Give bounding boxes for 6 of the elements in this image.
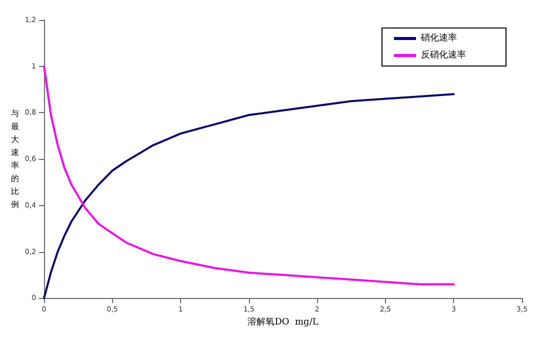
legend-label: 硝化速率	[420, 32, 457, 44]
y-axis-title: 与最大速率的比例	[11, 109, 19, 210]
legend-label: 反硝化速率	[421, 50, 466, 60]
x-axis-title: 溶解氧DO mg/L	[248, 316, 318, 328]
line-series	[43, 93, 455, 300]
line-series	[43, 65, 455, 286]
